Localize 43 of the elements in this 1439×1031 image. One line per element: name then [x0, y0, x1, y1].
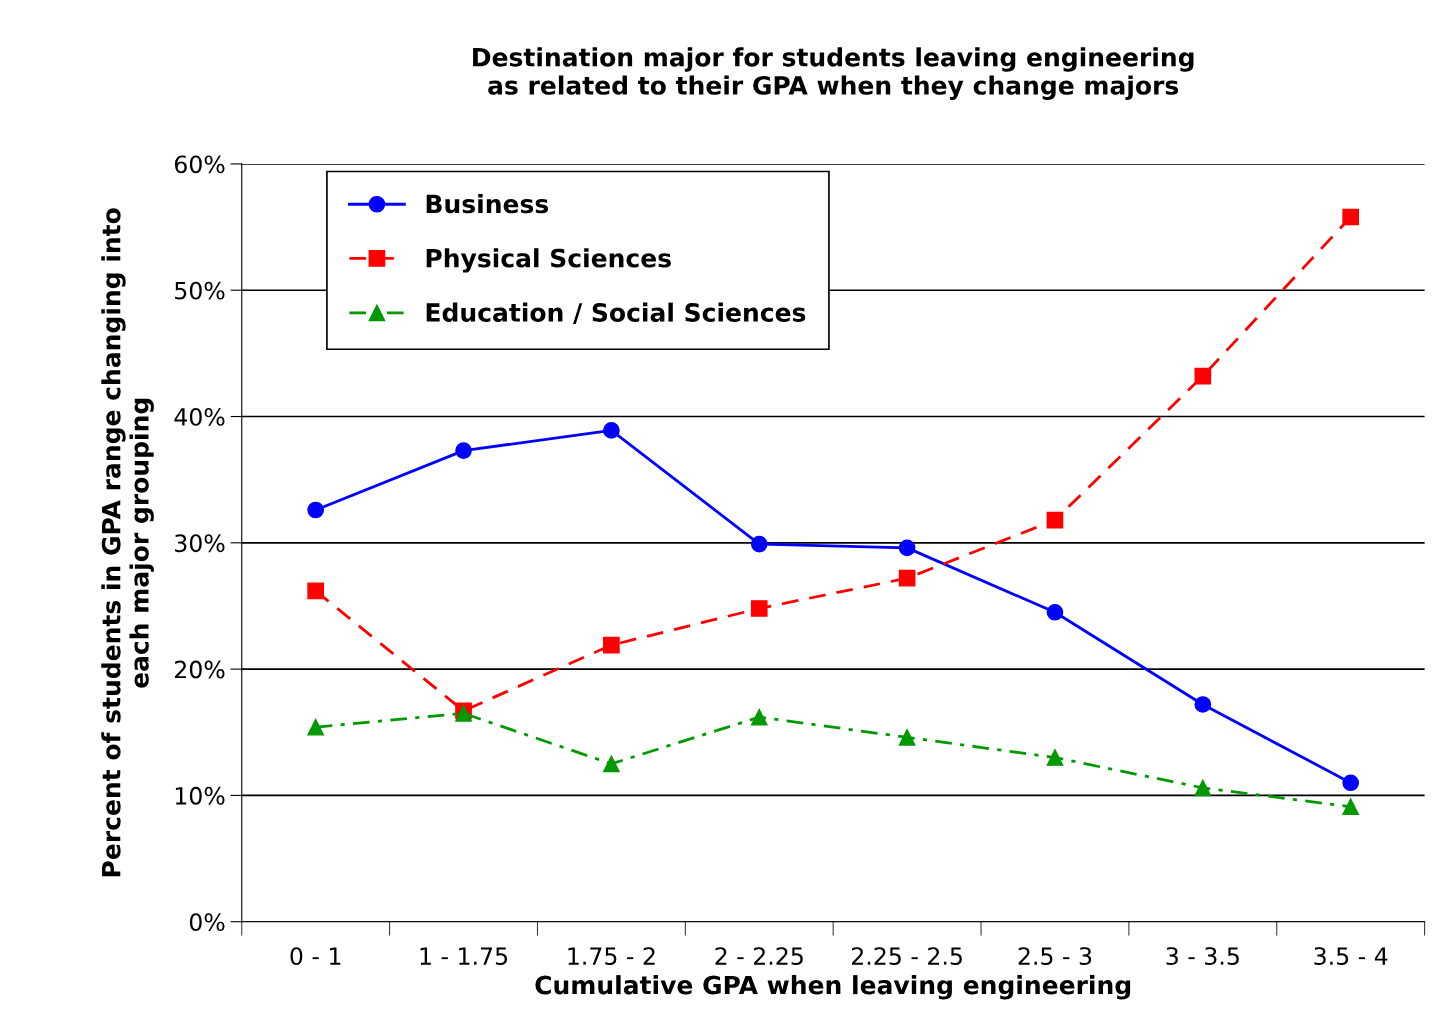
point — [307, 582, 325, 600]
legend-label: Business — [426, 194, 549, 214]
y-tick-label: 60% — [174, 155, 225, 174]
point — [1342, 208, 1360, 226]
x-tick-label: 3.5 - 4 — [1314, 947, 1388, 965]
point — [750, 708, 768, 726]
y-tick-label: 50% — [175, 281, 225, 300]
point — [455, 442, 472, 459]
chart-title: Destination major for students leaving engineering as related to their GPA when they change majors — [473, 47, 1194, 100]
point — [898, 569, 916, 587]
y-tick-label: 0% — [189, 913, 225, 932]
y-tick-label: 10% — [175, 786, 225, 805]
legend-label: Physical Sciences — [426, 248, 671, 273]
y-tick-label: 30% — [175, 534, 225, 553]
point — [1194, 367, 1212, 385]
point — [603, 636, 620, 654]
point — [750, 600, 768, 617]
point — [1046, 749, 1064, 766]
x-tick-label: 3 - 3.5 — [1166, 947, 1239, 965]
point — [750, 535, 768, 553]
y-tick-label: 40% — [174, 407, 225, 426]
x-tick-label: 0 - 1 — [290, 947, 341, 965]
x-tick-label: 1 - 1.75 — [420, 947, 508, 965]
point — [898, 728, 916, 746]
x-tick-label: 1.75 - 2 — [568, 947, 655, 965]
x-tick-label: 2.25 - 2.5 — [852, 947, 962, 965]
point — [1194, 779, 1212, 797]
point — [603, 422, 620, 439]
legend-label: Education / Social Sciences — [426, 302, 806, 324]
y-tick-label: 20% — [175, 660, 225, 679]
point — [307, 501, 325, 519]
point — [603, 755, 620, 773]
x-axis-title: Cumulative GPA when leaving engineering — [535, 975, 1131, 1000]
point — [1194, 696, 1212, 713]
point — [307, 718, 325, 736]
x-tick-label: 2.5 - 3 — [1018, 947, 1092, 965]
point — [1342, 798, 1360, 816]
point — [898, 539, 916, 557]
point — [1046, 603, 1064, 621]
y-axis-title: Percent of students in GPA range changing into each major grouping — [101, 208, 154, 877]
point — [1046, 511, 1064, 529]
x-tick-label: 2 - 2.25 — [715, 947, 803, 965]
point — [1342, 774, 1360, 792]
